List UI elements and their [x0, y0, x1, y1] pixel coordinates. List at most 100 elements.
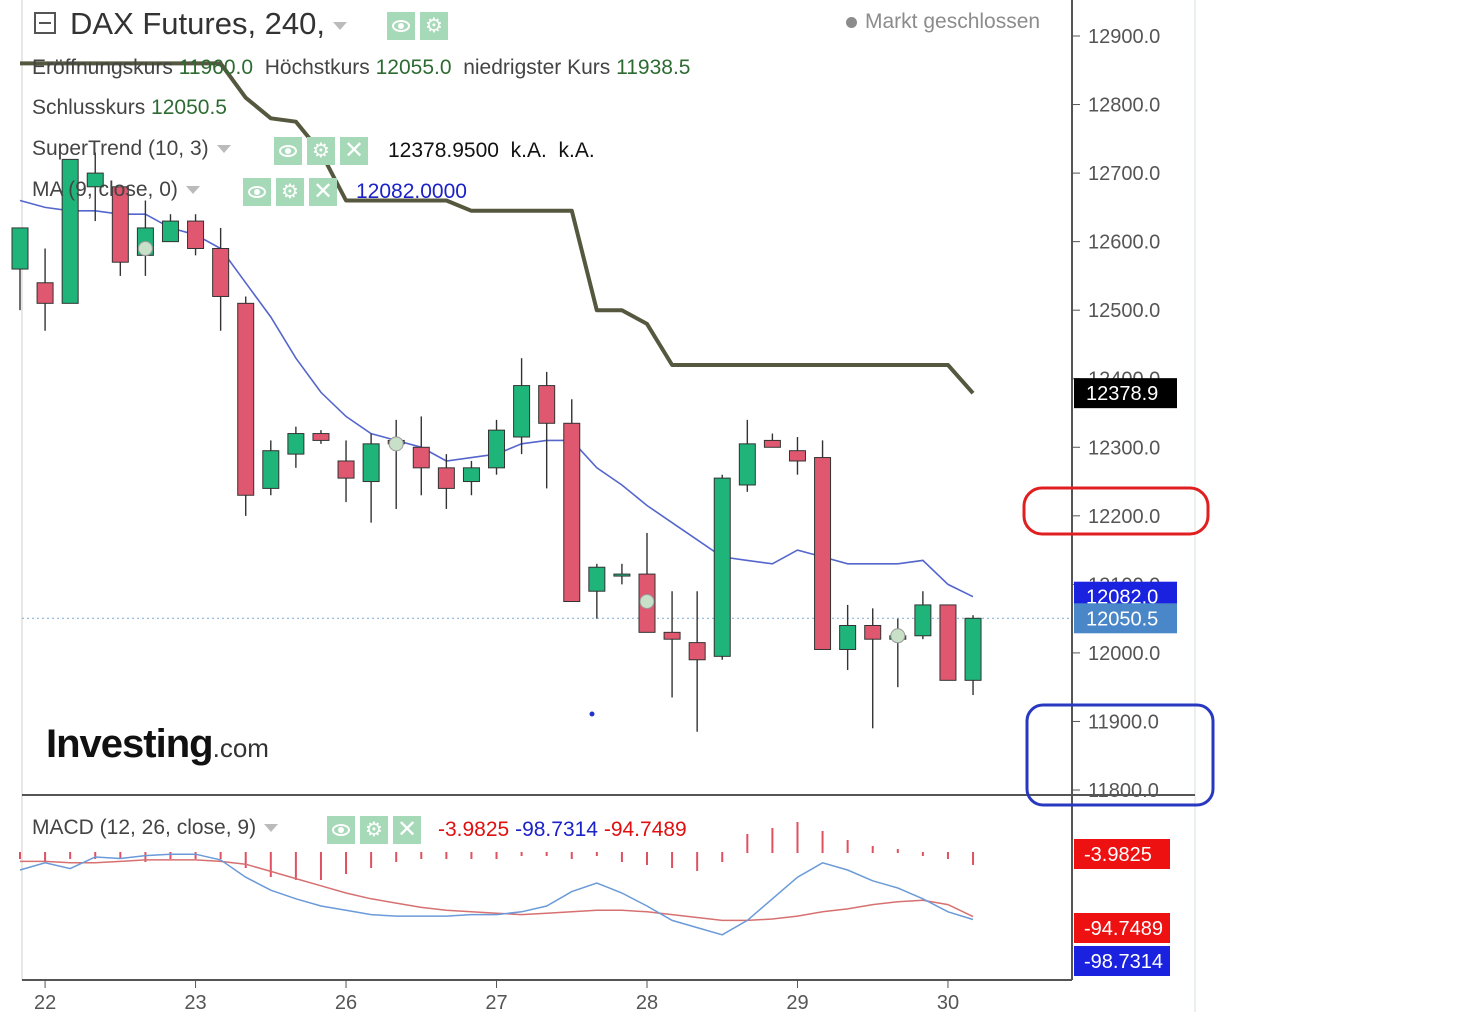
close-label: Schlusskurs	[32, 96, 146, 119]
logo-text: Investing	[46, 722, 214, 766]
candle-down	[312, 433, 330, 441]
title-gear-icon[interactable]: ⚙	[420, 12, 448, 40]
low-label: niedrigster Kurs	[463, 56, 611, 79]
macd-values: -3.9825 -98.7314 -94.7489	[438, 818, 687, 842]
ma-close-icon[interactable]: ✕	[309, 178, 337, 206]
candle-down	[688, 642, 706, 661]
candle-down	[563, 422, 581, 603]
ma-eye-icon[interactable]	[243, 178, 271, 206]
supertrend-dropdown-icon[interactable]	[216, 145, 231, 154]
open-value: 11960.0	[178, 56, 254, 79]
ma-dropdown-icon[interactable]	[185, 186, 200, 195]
candle-down	[111, 186, 129, 263]
supertrend-na-2: k.A.	[558, 139, 595, 162]
candle-up	[914, 604, 932, 637]
supertrend-na-1: k.A.	[510, 139, 547, 162]
high-value: 12055.0	[375, 56, 452, 79]
chart-title: DAX Futures, 240,	[70, 6, 348, 42]
candle-up	[86, 172, 104, 188]
price-tick-label: 12500.0	[1088, 300, 1160, 322]
macd-label: MACD (12, 26, close, 9)	[32, 816, 257, 839]
title-dropdown-icon[interactable]	[333, 21, 348, 30]
status-dot-icon	[846, 16, 857, 28]
macd-line-value: -98.7314	[515, 818, 598, 841]
time-tick-label: 22	[34, 992, 56, 1012]
supertrend-close-icon[interactable]: ✕	[340, 137, 368, 165]
price-tick-label: 12800.0	[1088, 95, 1160, 117]
candle-down	[187, 220, 205, 249]
candle-down	[337, 460, 355, 479]
supertrend-value: 12378.9500	[388, 139, 499, 162]
price-tag-bg	[1074, 378, 1177, 409]
candle-up	[11, 227, 29, 270]
macd-legend: MACD (12, 26, close, 9)	[32, 816, 279, 840]
ma-gear-icon[interactable]: ⚙	[276, 178, 304, 206]
candle-up	[713, 477, 731, 657]
close-row: Schlusskurs 12050.5	[32, 96, 227, 120]
candle-up	[964, 617, 982, 681]
candle-down	[36, 282, 54, 304]
status-text: Markt geschlossen	[865, 10, 1041, 33]
low-value: 11938.5	[616, 56, 691, 79]
macd-signal-value: -94.7489	[603, 818, 687, 841]
macd-tag-bg	[1074, 946, 1170, 976]
candle-up	[839, 624, 857, 650]
macd-tag-bg	[1074, 913, 1170, 943]
blue-highlight-box	[1025, 703, 1215, 807]
price-tick-label: 12200.0	[1088, 506, 1160, 528]
marker-dot	[639, 594, 655, 609]
supertrend-eye-icon[interactable]	[274, 137, 302, 165]
macd-eye-icon[interactable]	[327, 816, 355, 844]
price-axis: 12900.012800.012700.012600.012500.012400…	[1072, 26, 1160, 802]
macd-tag-label: -98.7314	[1084, 951, 1163, 973]
ohlc-row: Eröffnungskurs 11960.0 Höchstkurs 12055.…	[32, 56, 690, 80]
title-eye-icon[interactable]	[387, 12, 415, 40]
macd-dropdown-icon[interactable]	[264, 824, 279, 833]
candle-up	[161, 220, 179, 243]
supertrend-gear-icon[interactable]: ⚙	[307, 137, 335, 165]
supertrend-legend: SuperTrend (10, 3)	[32, 137, 231, 161]
blue-dot	[589, 711, 595, 717]
market-status: Markt geschlossen	[846, 10, 1040, 34]
price-tick-label: 12700.0	[1088, 163, 1160, 185]
collapse-toggle-icon[interactable]	[34, 12, 56, 34]
candle-down	[437, 467, 455, 489]
marker-dot	[137, 240, 153, 256]
price-tick-label: 11800.0	[1088, 780, 1159, 802]
time-tick-label: 26	[335, 992, 357, 1012]
chart-frame	[21, 0, 1196, 1012]
time-tick-label: 30	[937, 992, 959, 1012]
candle-up	[287, 433, 305, 455]
supertrend-label: SuperTrend (10, 3)	[32, 137, 209, 160]
candle-up	[738, 443, 756, 486]
candle-up	[488, 429, 506, 469]
candle-down	[939, 604, 957, 681]
candle-down	[814, 457, 832, 650]
supertrend-line	[20, 61, 975, 395]
ma-label: MA (9, close, 0)	[32, 178, 178, 201]
supertrend-values: 12378.9500 k.A. k.A.	[388, 139, 595, 163]
investing-logo: Investing.com	[46, 722, 269, 767]
candles-series	[11, 152, 982, 732]
candle-up	[513, 385, 531, 438]
time-tick-label: 27	[485, 992, 507, 1012]
marker-dot	[388, 436, 404, 452]
price-tag-label: 12082.0	[1086, 587, 1158, 609]
time-axis: 22 23 26 27 28 29 30	[34, 980, 959, 1012]
macd-close-icon[interactable]: ✕	[393, 816, 421, 844]
macd-gear-icon[interactable]: ⚙	[360, 816, 388, 844]
macd-tag-label: -3.9825	[1084, 844, 1152, 866]
price-tick-label: 12900.0	[1088, 26, 1160, 48]
price-tick-label: 11900.0	[1088, 711, 1159, 733]
red-highlight-ellipse	[1022, 486, 1210, 536]
candle-up	[262, 450, 280, 489]
candle-down	[864, 624, 882, 640]
candle-down	[237, 302, 255, 496]
candle-down	[538, 385, 556, 424]
candle-down	[412, 446, 430, 469]
candle-up	[462, 467, 480, 483]
time-tick-label: 23	[184, 992, 206, 1012]
candle-down	[212, 247, 230, 297]
